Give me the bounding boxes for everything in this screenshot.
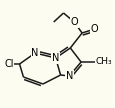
Text: N: N — [65, 71, 72, 81]
Text: Cl: Cl — [4, 59, 13, 69]
Text: O: O — [90, 24, 98, 34]
Text: O: O — [70, 17, 77, 27]
Text: N: N — [31, 48, 39, 58]
Text: N: N — [52, 53, 59, 63]
Text: CH₃: CH₃ — [95, 57, 111, 67]
